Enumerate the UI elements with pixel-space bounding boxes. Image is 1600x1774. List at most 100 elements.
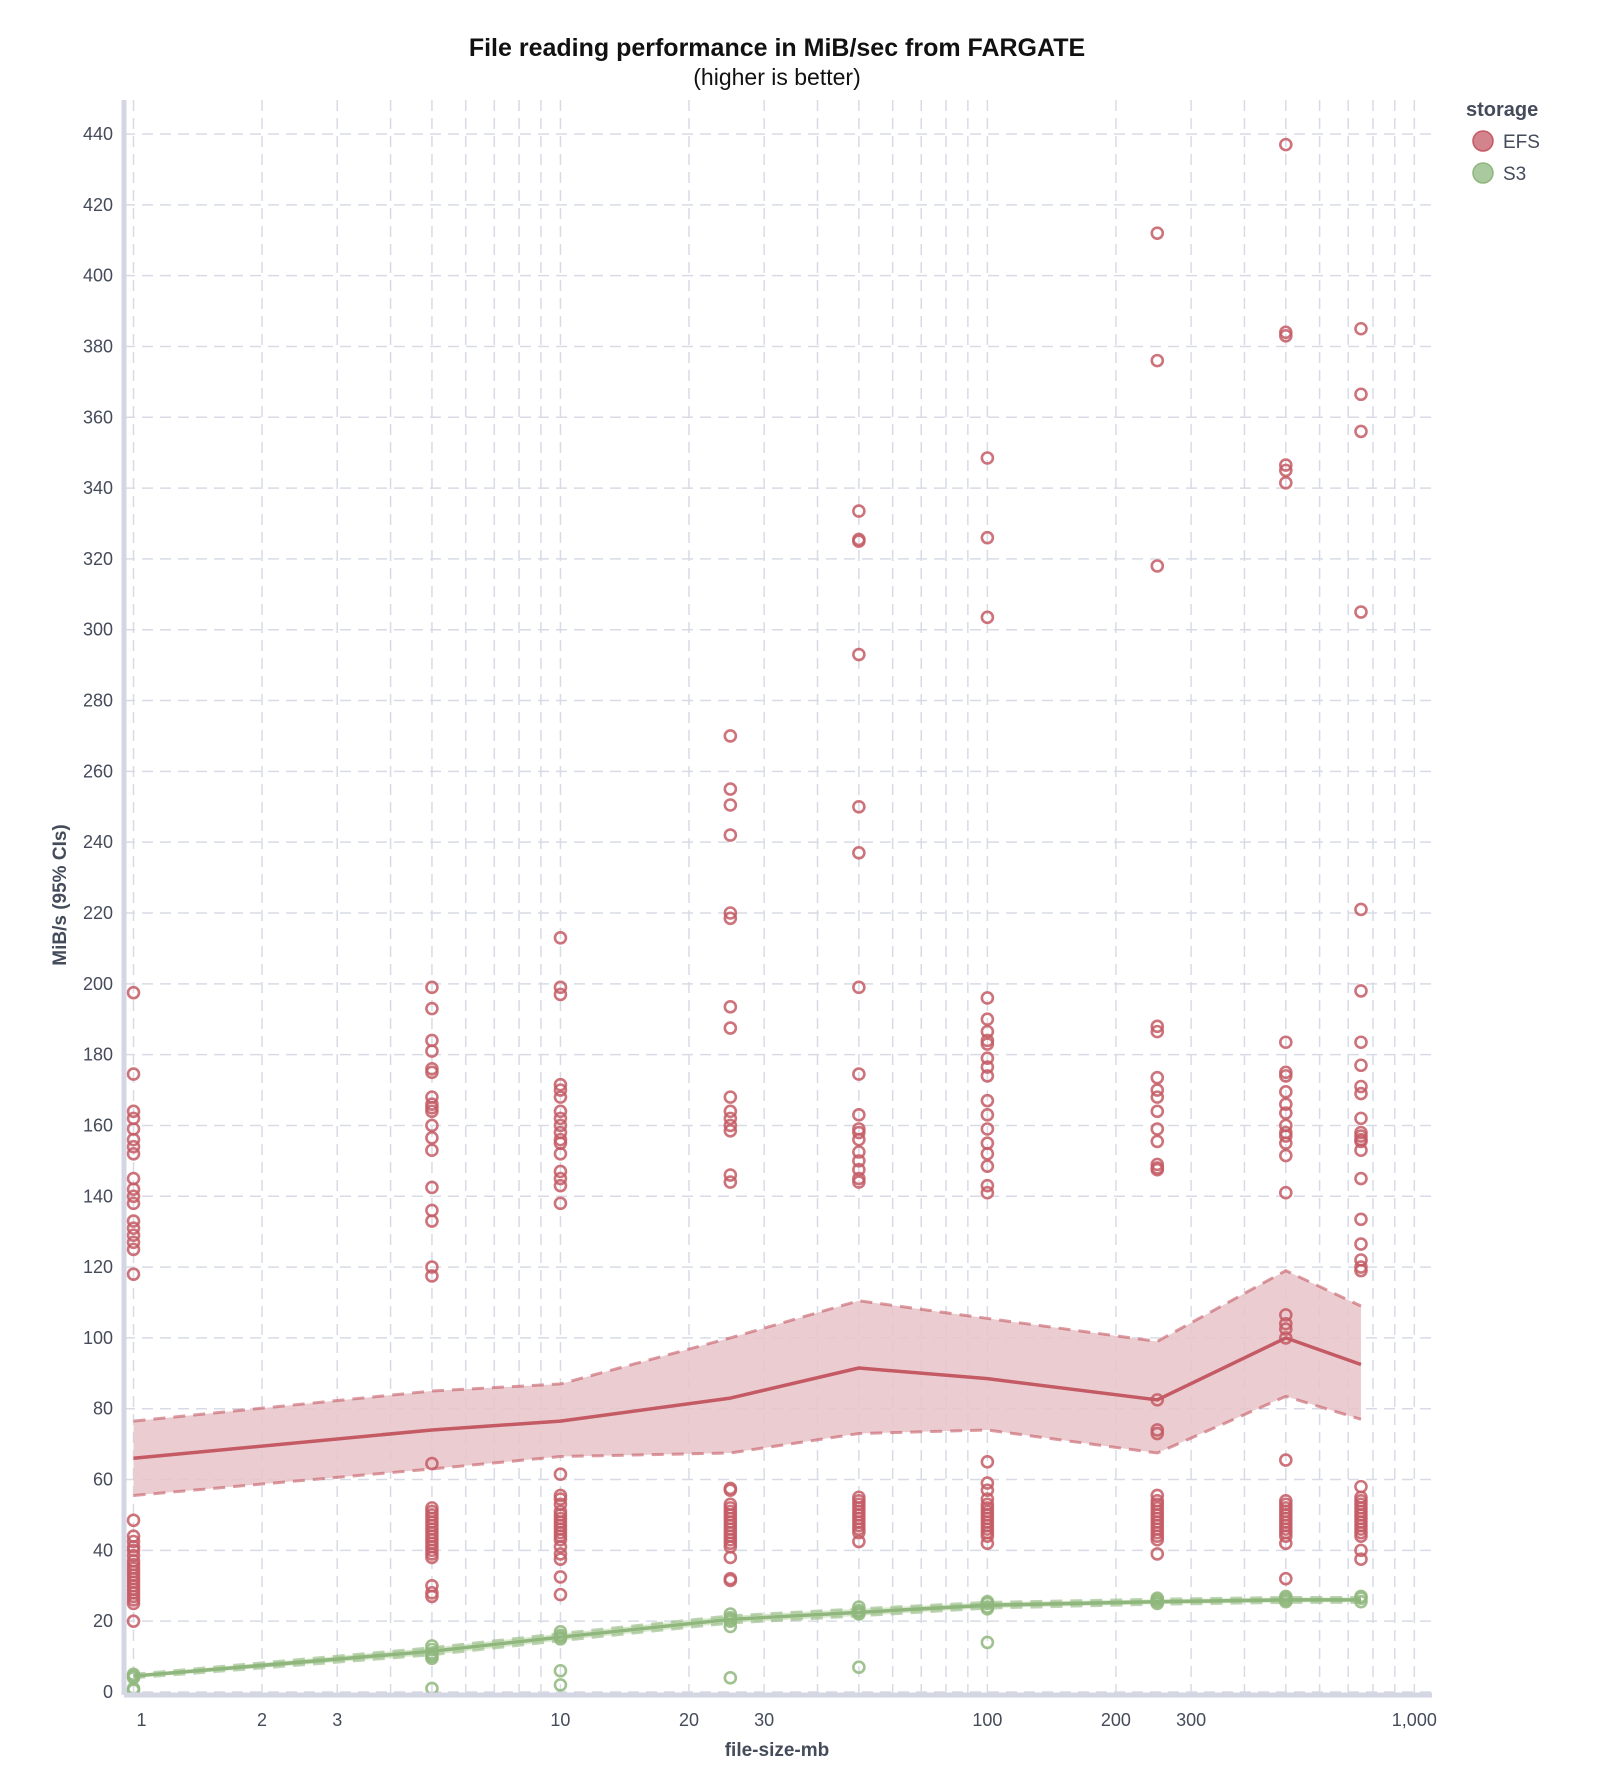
x-tick-label: 300 — [1176, 1710, 1206, 1730]
data-point — [852, 1175, 866, 1189]
data-point — [723, 1090, 738, 1104]
data-point — [980, 1051, 995, 1065]
data-point — [553, 1118, 568, 1133]
data-point — [852, 504, 866, 518]
data-point — [553, 1196, 568, 1211]
data-point — [1279, 1453, 1293, 1467]
data-point — [553, 1547, 568, 1561]
y-tick-label: 40 — [93, 1540, 113, 1560]
data-point — [1150, 1122, 1165, 1136]
data-point — [852, 1154, 866, 1168]
data-point — [1150, 1104, 1165, 1119]
data-point — [723, 1000, 738, 1014]
mean-lines — [133, 1336, 1362, 1678]
data-point — [1354, 1111, 1368, 1126]
y-tick-label: 440 — [83, 124, 113, 144]
data-point — [723, 911, 738, 926]
data-point — [980, 1037, 995, 1051]
data-point — [1354, 1171, 1368, 1186]
y-tick-label: 360 — [83, 407, 113, 427]
data-point — [1150, 1488, 1165, 1503]
data-point — [723, 798, 738, 812]
y-tick-label: 220 — [83, 903, 113, 923]
data-point — [425, 1044, 439, 1058]
data-point — [425, 1260, 439, 1274]
data-point — [1279, 1129, 1293, 1143]
data-point — [553, 1111, 568, 1126]
data-point — [553, 1492, 568, 1506]
data-point — [980, 1529, 995, 1543]
axes — [121, 100, 1432, 1698]
legend: storage EFS S3 — [1466, 99, 1540, 185]
data-point — [553, 987, 568, 1002]
data-points — [126, 137, 1368, 1698]
data-point — [553, 1532, 568, 1547]
y-tick-label: 420 — [83, 195, 113, 215]
data-point — [1150, 1070, 1165, 1085]
data-point — [425, 1118, 439, 1133]
data-point — [126, 1235, 141, 1250]
data-point — [126, 1189, 141, 1204]
data-point — [852, 846, 866, 860]
data-point — [723, 906, 738, 920]
y-tick-label: 320 — [83, 549, 113, 569]
x-tick-label: 20 — [679, 1710, 699, 1730]
data-point — [126, 1228, 141, 1243]
data-point — [1150, 1083, 1165, 1097]
data-point — [1279, 1308, 1293, 1322]
data-point — [1279, 1529, 1293, 1543]
y-tick-label: 400 — [83, 266, 113, 286]
y-tick-label: 300 — [83, 620, 113, 640]
data-point — [553, 1552, 568, 1567]
data-point — [1354, 1035, 1368, 1050]
data-point — [553, 1104, 568, 1119]
data-point — [1279, 1322, 1293, 1336]
data-point — [1354, 424, 1368, 439]
data-point — [980, 610, 995, 625]
data-point — [553, 1178, 568, 1193]
data-point — [1354, 605, 1368, 619]
data-point — [126, 1548, 141, 1563]
data-point — [126, 1242, 141, 1257]
data-point — [1279, 1331, 1293, 1345]
data-point — [553, 1587, 568, 1602]
data-point — [553, 1467, 568, 1482]
data-point — [126, 1513, 141, 1528]
x-tick-label: 200 — [1101, 1710, 1131, 1730]
data-point — [1354, 1086, 1368, 1101]
y-tick-label: 120 — [83, 1257, 113, 1277]
data-point — [1150, 353, 1165, 368]
y-tick-label: 260 — [83, 761, 113, 781]
data-point — [1150, 1532, 1165, 1547]
data-point — [553, 1077, 568, 1092]
data-point — [852, 980, 866, 995]
data-point — [126, 1221, 141, 1235]
y-tick-label: 340 — [83, 478, 113, 498]
data-point — [980, 1483, 995, 1497]
data-point — [980, 1455, 995, 1469]
data-point — [1279, 1185, 1293, 1200]
chart-title: File reading performance in MiB/sec from… — [469, 34, 1085, 62]
x-tick-label: 3 — [332, 1710, 342, 1730]
ci-lower-line — [133, 1394, 1362, 1497]
mean-line — [133, 1598, 1361, 1678]
data-point — [980, 1024, 995, 1039]
data-point — [1150, 559, 1165, 573]
data-point — [980, 1185, 995, 1200]
data-point — [126, 1132, 141, 1147]
data-point — [126, 1267, 141, 1281]
data-point — [980, 451, 995, 465]
data-point — [852, 1108, 866, 1122]
data-point — [1150, 1024, 1165, 1039]
data-point — [553, 1164, 568, 1179]
data-point — [1279, 1085, 1293, 1099]
data-point — [852, 1660, 866, 1675]
data-point — [1279, 1035, 1293, 1050]
legend-title: storage — [1466, 99, 1538, 121]
data-point — [852, 1162, 866, 1177]
data-point — [980, 530, 995, 545]
data-point — [852, 799, 866, 814]
data-point — [553, 1678, 568, 1692]
data-point — [980, 1601, 995, 1616]
data-point — [1279, 1136, 1293, 1150]
